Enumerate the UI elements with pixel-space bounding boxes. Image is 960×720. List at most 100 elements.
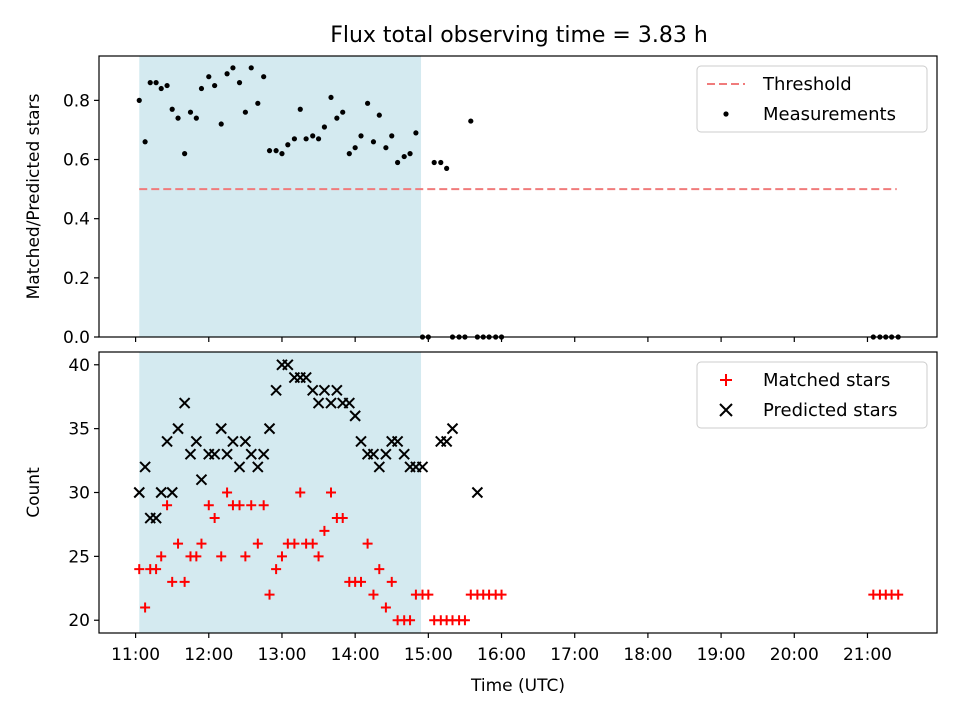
measurement-point bbox=[389, 133, 395, 139]
predicted-point bbox=[312, 397, 325, 409]
predicted-point bbox=[252, 461, 264, 473]
matched-point bbox=[240, 551, 251, 562]
predicted-point bbox=[150, 512, 162, 524]
predicted-point bbox=[391, 435, 404, 448]
predicted-point bbox=[161, 435, 173, 448]
predicted-point bbox=[373, 461, 386, 473]
x-tick-label: 19:00 bbox=[697, 645, 746, 665]
y-tick-label: 0.8 bbox=[63, 91, 90, 111]
legend-box bbox=[696, 361, 928, 429]
measurement-point bbox=[310, 133, 316, 139]
matched-point bbox=[307, 538, 318, 549]
measurement-point bbox=[468, 118, 474, 124]
legend-predicted-swatch bbox=[719, 403, 733, 417]
predicted-point bbox=[227, 435, 239, 448]
matched-point bbox=[151, 564, 162, 575]
measurement-point bbox=[242, 109, 248, 115]
measurement-point bbox=[370, 139, 377, 145]
predicted-point bbox=[139, 461, 151, 473]
measurement-point bbox=[206, 74, 212, 80]
y-tick-label: 0.0 bbox=[63, 328, 90, 348]
predicted-point bbox=[257, 448, 270, 460]
matched-point bbox=[196, 538, 207, 549]
measurement-point bbox=[364, 100, 371, 106]
measurement-point bbox=[230, 65, 236, 71]
predicted-point bbox=[343, 397, 356, 409]
predicted-point bbox=[221, 448, 233, 460]
measurement-point bbox=[279, 151, 285, 157]
y-tick-label: 0.4 bbox=[63, 210, 90, 230]
matched-point bbox=[134, 564, 145, 575]
matched-point bbox=[167, 576, 178, 587]
legend-matched-swatch bbox=[720, 374, 732, 386]
measurement-point bbox=[169, 106, 175, 112]
predicted-point bbox=[190, 435, 203, 448]
series-measurements bbox=[136, 65, 901, 340]
measurement-point bbox=[182, 151, 188, 157]
matched-point bbox=[258, 500, 269, 511]
x-tick-label: 13:00 bbox=[257, 645, 306, 665]
matched-point bbox=[356, 576, 367, 587]
measurement-point bbox=[315, 136, 322, 142]
measurement-point bbox=[407, 151, 413, 157]
matched-point bbox=[179, 576, 190, 587]
matched-point bbox=[271, 564, 282, 575]
predicted-point bbox=[215, 422, 227, 435]
matched-point bbox=[326, 487, 337, 498]
matched-point bbox=[246, 500, 257, 511]
y-tick-label: 0.2 bbox=[63, 269, 90, 289]
measurement-point bbox=[218, 121, 224, 127]
measurement-point bbox=[212, 82, 218, 89]
matched-point bbox=[459, 615, 470, 626]
matched-point bbox=[337, 513, 348, 524]
measurement-point bbox=[153, 80, 159, 86]
measurement-point bbox=[438, 159, 444, 166]
predicted-point bbox=[133, 486, 145, 499]
predicted-point bbox=[325, 397, 337, 409]
predicted-point bbox=[440, 435, 453, 448]
y-tick-label: 0.6 bbox=[63, 151, 90, 171]
measurement-point bbox=[261, 74, 267, 80]
matched-point bbox=[319, 525, 330, 536]
measurement-point bbox=[334, 115, 340, 121]
x-tick-label: 20:00 bbox=[770, 645, 819, 665]
predicted-point bbox=[245, 448, 257, 460]
matched-point bbox=[423, 589, 434, 600]
measurement-point bbox=[158, 85, 164, 92]
x-tick-label: 15:00 bbox=[404, 645, 453, 665]
predicted-point bbox=[155, 486, 167, 499]
measurement-point bbox=[193, 115, 199, 121]
predicted-point bbox=[300, 371, 312, 384]
predicted-point bbox=[355, 435, 367, 448]
y-tick-label: 40 bbox=[68, 356, 90, 376]
measurement-point bbox=[164, 82, 170, 89]
x-tick-label: 16:00 bbox=[477, 645, 526, 665]
matched-point bbox=[264, 589, 275, 600]
matched-point bbox=[222, 487, 233, 498]
measurement-point bbox=[285, 142, 291, 148]
measurement-point bbox=[444, 165, 450, 171]
measurement-point bbox=[236, 80, 243, 86]
x-tick-label: 21:00 bbox=[843, 645, 892, 665]
y-axis-label: Count bbox=[24, 467, 44, 518]
x-tick-label: 17:00 bbox=[550, 645, 599, 665]
measurement-point bbox=[358, 133, 364, 139]
predicted-point bbox=[263, 422, 276, 435]
legend: Threshold Measurements bbox=[696, 65, 928, 133]
legend-entry: Threshold bbox=[762, 74, 852, 95]
matched-point bbox=[368, 589, 379, 600]
matched-point bbox=[156, 551, 167, 562]
series-predicted-stars bbox=[133, 359, 484, 524]
measurement-point bbox=[395, 159, 401, 166]
matched-point bbox=[289, 538, 300, 549]
measurement-point bbox=[136, 97, 142, 103]
matched-point bbox=[362, 538, 373, 549]
legend-box bbox=[696, 65, 928, 133]
predicted-point bbox=[318, 384, 331, 397]
predicted-point bbox=[239, 435, 252, 448]
measurement-point bbox=[248, 65, 254, 71]
matched-point bbox=[893, 589, 904, 600]
measurement-point bbox=[340, 109, 346, 115]
matched-point bbox=[313, 551, 324, 562]
